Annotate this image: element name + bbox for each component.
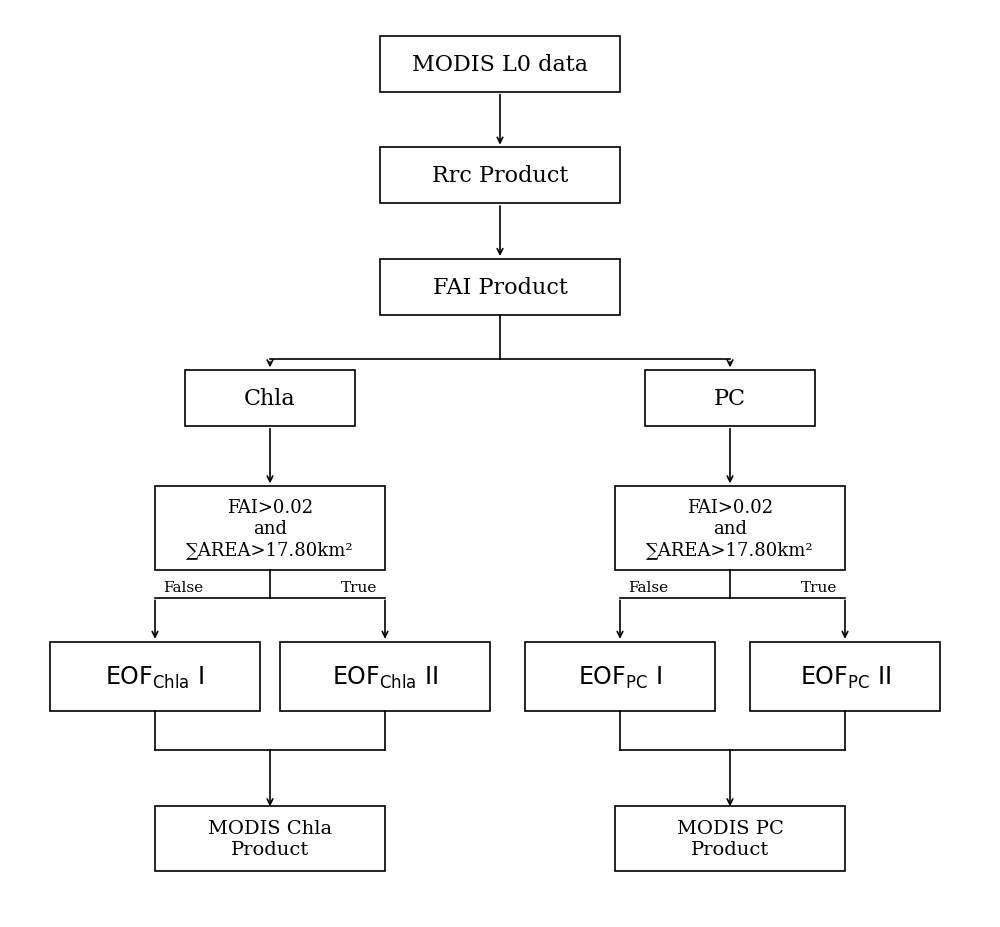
Text: FAI>0.02
and
∑AREA>17.80km²: FAI>0.02 and ∑AREA>17.80km² [186, 499, 354, 558]
Text: False: False [163, 580, 203, 594]
Text: Chla: Chla [244, 387, 296, 410]
FancyBboxPatch shape [185, 371, 355, 426]
Text: Rrc Product: Rrc Product [432, 165, 568, 187]
Text: False: False [628, 580, 668, 594]
Text: MODIS Chla
Product: MODIS Chla Product [208, 819, 332, 858]
Text: True: True [341, 580, 377, 594]
Text: $\mathrm{EOF_{PC}\ I}$: $\mathrm{EOF_{PC}\ I}$ [578, 664, 662, 690]
Text: $\mathrm{EOF_{Chla}\ II}$: $\mathrm{EOF_{Chla}\ II}$ [332, 664, 438, 690]
Text: $\mathrm{EOF_{PC}\ II}$: $\mathrm{EOF_{PC}\ II}$ [800, 664, 890, 690]
Text: True: True [801, 580, 837, 594]
Text: MODIS L0 data: MODIS L0 data [412, 54, 588, 76]
FancyBboxPatch shape [155, 487, 385, 570]
FancyBboxPatch shape [280, 641, 490, 712]
Text: MODIS PC
Product: MODIS PC Product [677, 819, 783, 858]
Text: $\mathrm{EOF_{Chla}\ I}$: $\mathrm{EOF_{Chla}\ I}$ [105, 664, 205, 690]
FancyBboxPatch shape [615, 806, 845, 871]
Text: FAI>0.02
and
∑AREA>17.80km²: FAI>0.02 and ∑AREA>17.80km² [646, 499, 814, 558]
FancyBboxPatch shape [750, 641, 940, 712]
Text: FAI Product: FAI Product [433, 276, 567, 298]
FancyBboxPatch shape [50, 641, 260, 712]
FancyBboxPatch shape [615, 487, 845, 570]
FancyBboxPatch shape [380, 37, 620, 93]
FancyBboxPatch shape [380, 148, 620, 204]
Text: PC: PC [714, 387, 746, 410]
FancyBboxPatch shape [645, 371, 815, 426]
FancyBboxPatch shape [155, 806, 385, 871]
FancyBboxPatch shape [380, 260, 620, 315]
FancyBboxPatch shape [525, 641, 715, 712]
